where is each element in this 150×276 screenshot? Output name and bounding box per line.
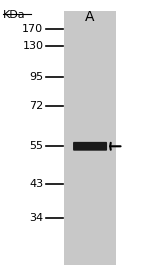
Text: 55: 55	[29, 141, 44, 151]
Text: 170: 170	[22, 24, 44, 34]
Bar	[64, 11, 116, 265]
Text: 95: 95	[29, 72, 44, 82]
Text: 43: 43	[29, 179, 44, 189]
Text: 72: 72	[29, 101, 44, 111]
Text: 34: 34	[29, 213, 44, 223]
Text: A: A	[85, 10, 95, 24]
Text: 130: 130	[22, 41, 44, 51]
FancyBboxPatch shape	[73, 142, 107, 151]
Text: KDa: KDa	[3, 10, 25, 20]
